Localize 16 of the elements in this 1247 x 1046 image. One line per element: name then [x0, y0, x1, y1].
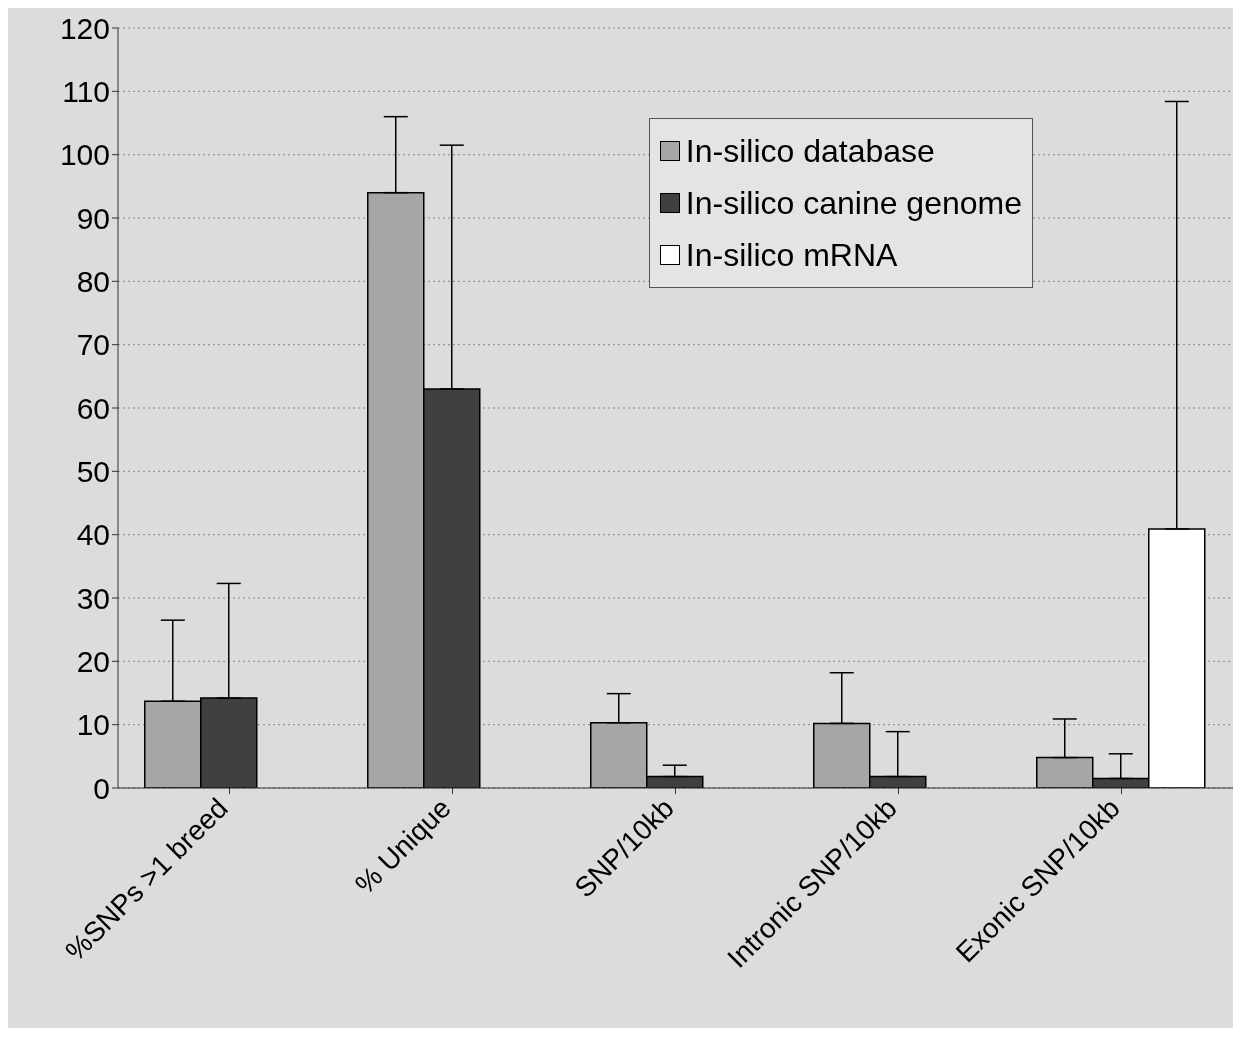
y-tick-label: 50	[76, 454, 110, 488]
y-tick-label: 30	[76, 581, 110, 615]
y-tick-label: 90	[76, 201, 110, 235]
legend-label: In-silico canine genome	[685, 184, 1022, 223]
y-tick-label: 80	[76, 264, 110, 298]
y-tick-label: 0	[93, 771, 110, 805]
y-tick-label: 110	[62, 74, 110, 108]
y-tick-label: 10	[76, 708, 110, 742]
y-tick-label: 40	[76, 518, 110, 552]
y-tick-label: 120	[59, 11, 110, 45]
y-tick-label: 100	[59, 138, 110, 172]
legend-label: In-silico mRNA	[685, 236, 898, 275]
y-tick-label: 20	[76, 644, 110, 678]
y-tick-label: 70	[76, 328, 110, 362]
legend-label: In-silico database	[685, 132, 935, 171]
y-tick-label: 60	[76, 391, 110, 425]
